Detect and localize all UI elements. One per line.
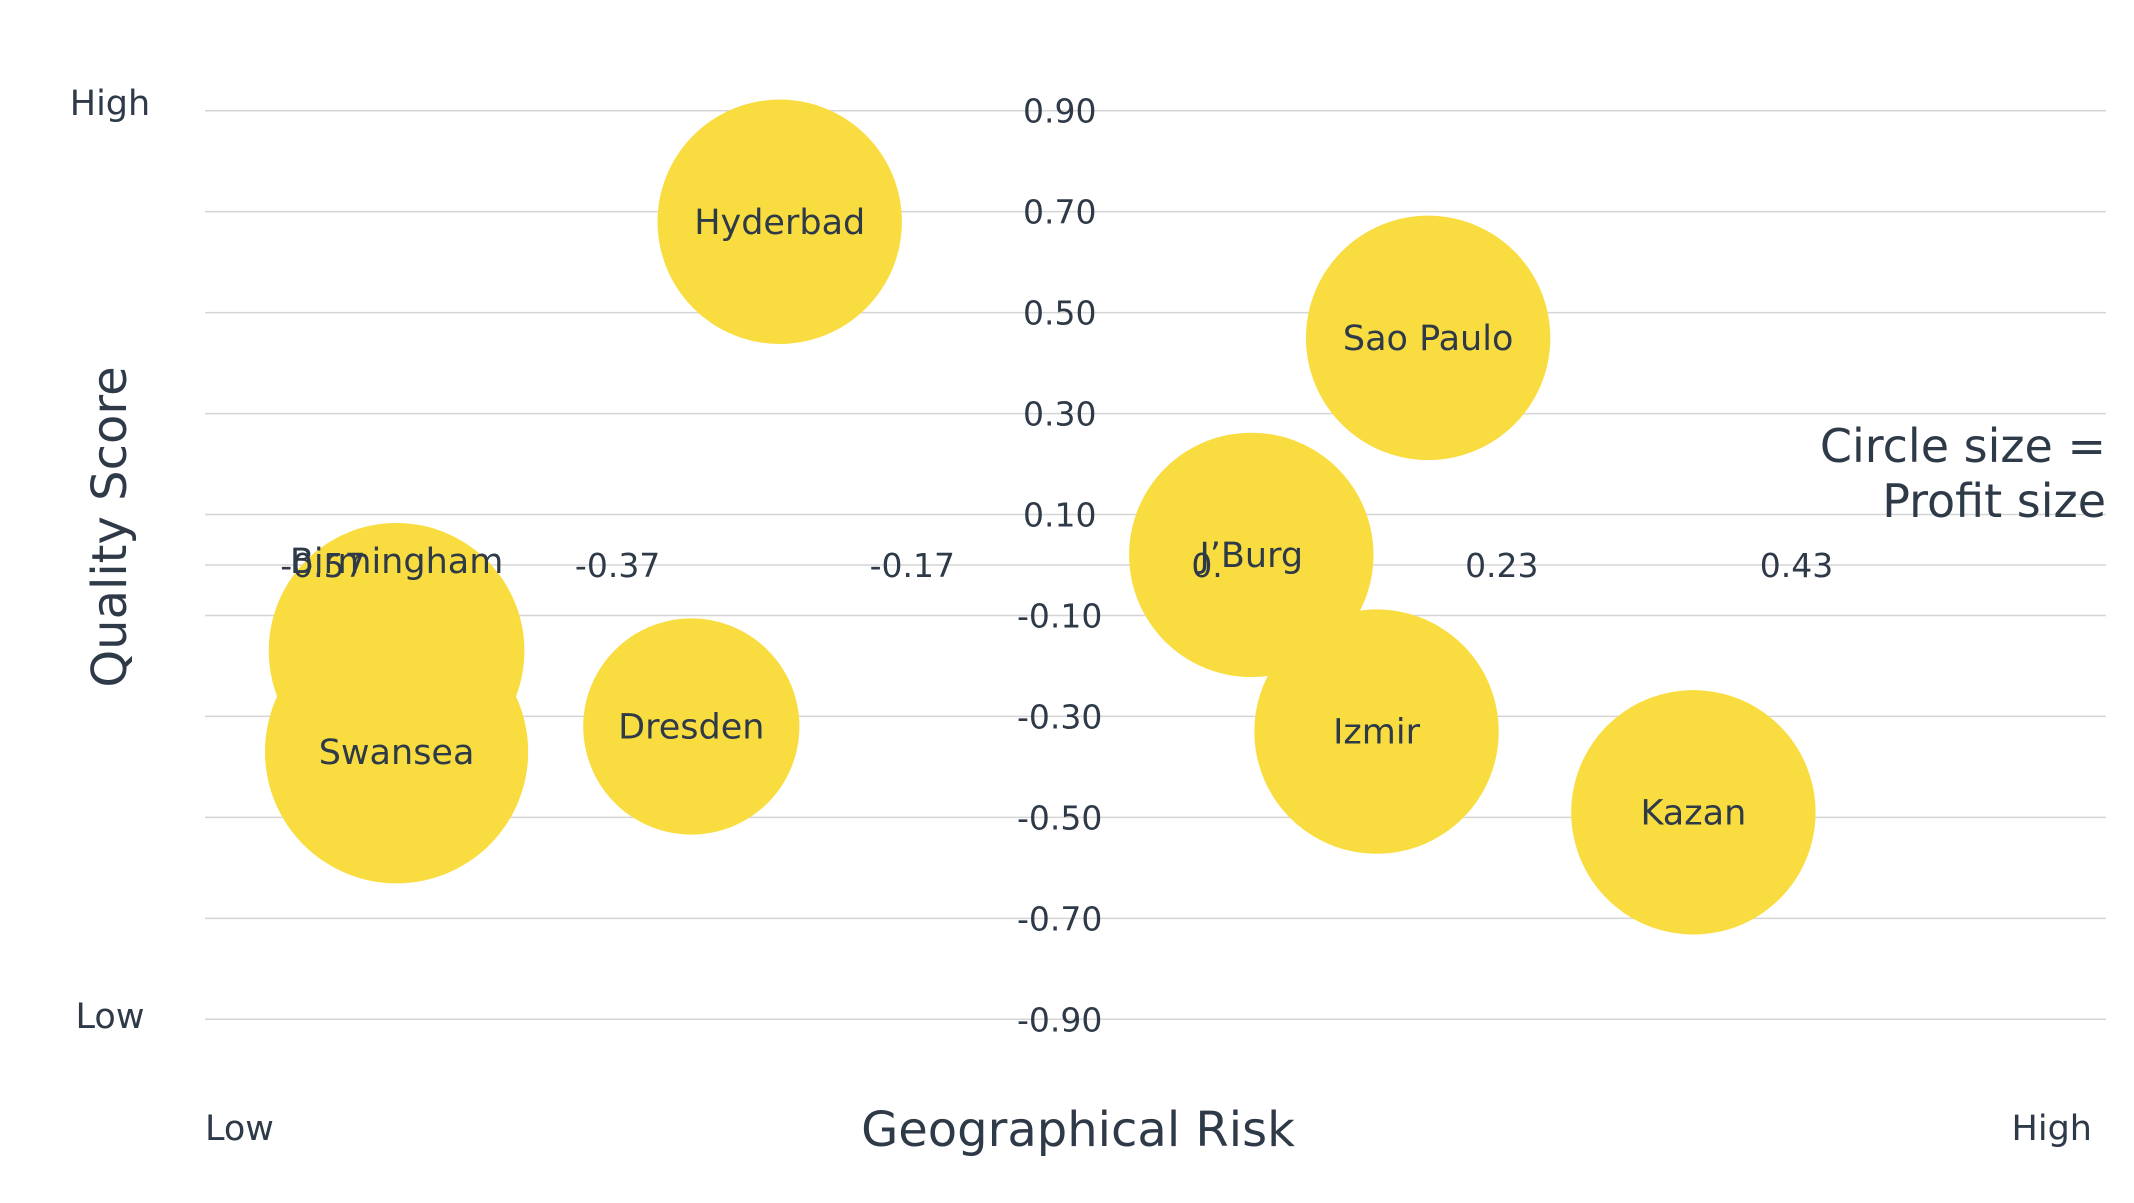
y-tick-label: -0.10 [1017,596,1102,635]
x-tick-label: -0.37 [575,546,660,585]
x-tick-label: -0.17 [870,546,955,585]
y-axis-title: Quality Score [82,366,138,687]
y-high-label: High [70,84,150,124]
x-tick-label: 0.43 [1760,546,1833,585]
bubble-hyderbad [657,99,902,344]
y-tick-label: -0.30 [1017,697,1102,736]
bubble-swansea [264,620,529,884]
bubble-izmir [1254,609,1499,854]
x-high-label: High [2012,1109,2092,1149]
y-tick-label: 0.90 [1023,92,1096,131]
bubble-label-dresden: Dresden [618,708,764,748]
bubble-dresden [583,618,800,835]
x-tick-label: 0. [1191,546,1223,585]
bubble-sao-paulo [1305,215,1551,461]
y-tick-label: 0.30 [1023,395,1096,434]
bubble-j-burg [1129,432,1374,678]
y-tick-label: -0.90 [1017,1000,1102,1039]
y-tick-labels: 0.90 0.70 0.50 0.30 0.10 -0.10 -0.30 -0.50 -0.70… [1017,92,1102,1040]
y-tick-label: 0.70 [1023,193,1096,232]
y-tick-label: -0.70 [1017,899,1102,938]
bubble-label-birmingham: Birmingham [290,542,503,582]
x-axis-title: Geographical Risk [861,1102,1295,1158]
x-tick-labels: -0.57 -0.37 -0.17 0. 0.23 0.43 [280,546,1833,585]
bubble-label-sao-paulo: Sao Paulo [1343,319,1514,359]
y-tick-label: 0.50 [1023,294,1096,333]
x-tick-label: -0.57 [280,546,365,585]
x-low-label: Low [205,1109,274,1149]
y-low-label: Low [76,997,145,1037]
bubble-label-kazan: Kazan [1640,793,1746,833]
size-note-line-1: Circle size = [1820,419,2106,473]
bubble-label-j-burg: J’Burg [1197,536,1303,576]
y-tick-label: 0.10 [1023,496,1096,535]
bubbles [264,99,1816,935]
x-tick-label: 0.23 [1465,546,1538,585]
bubble-labels: Birmingham Swansea Dresden Hyderbad J’Burg Sa… [290,203,1746,834]
y-tick-label: -0.50 [1017,798,1102,837]
size-note-line-2: Profit size [1882,474,2106,528]
bubble-label-swansea: Swansea [319,733,475,773]
bubble-label-hyderbad: Hyderbad [694,203,865,243]
bubble-label-izmir: Izmir [1333,713,1421,753]
bubble-kazan [1571,690,1816,935]
